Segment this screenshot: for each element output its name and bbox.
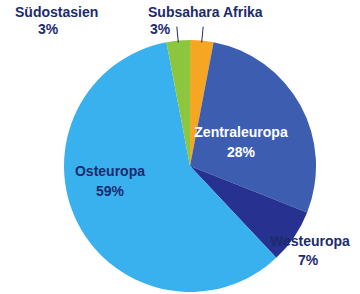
data-label: 28% (227, 144, 256, 160)
slice-label: Zentraleuropa (194, 124, 288, 140)
pie (64, 40, 316, 292)
data-label: 3% (38, 21, 59, 37)
pie-slice (64, 42, 276, 292)
data-label: 7% (298, 252, 319, 268)
leader-line (202, 27, 204, 43)
data-label: 3% (150, 21, 171, 37)
slice-label: Subsahara Afrika (148, 4, 263, 20)
chart: Subsahara Afrika3%Zentraleuropa28%Westeu… (0, 0, 360, 294)
pie-slice (166, 40, 190, 166)
slice-label: Südostasien (15, 4, 98, 20)
slice-label: Westeuropa (270, 233, 350, 249)
leader-line (177, 27, 179, 43)
data-label: 59% (96, 183, 125, 199)
slice-label: Osteuropa (75, 163, 145, 179)
